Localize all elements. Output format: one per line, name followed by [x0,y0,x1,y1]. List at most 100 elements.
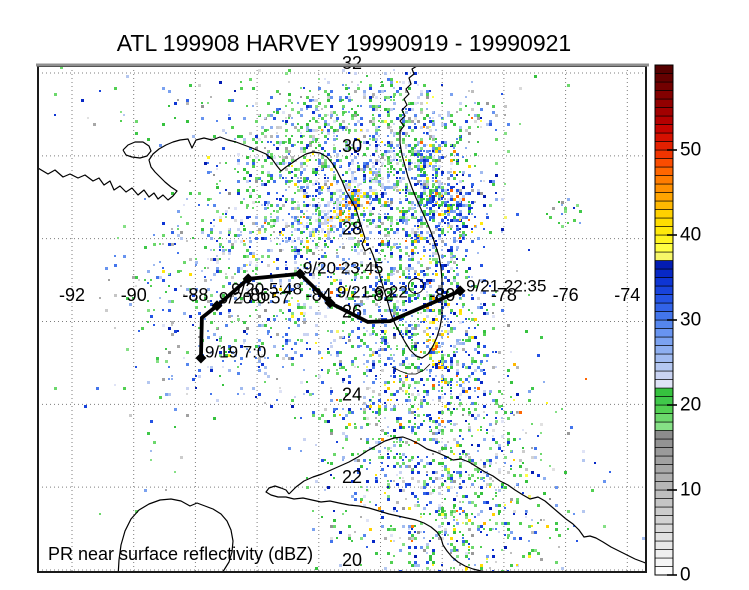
radar-cell [357,87,360,90]
radar-cell [300,354,303,357]
radar-cell [429,375,431,377]
radar-cell [321,186,324,189]
radar-cell [453,198,456,201]
radar-cell [396,159,398,161]
radar-cell [477,366,480,369]
radar-cell [222,246,224,248]
radar-cell [288,285,291,288]
radar-cell [276,243,278,245]
radar-cell [435,192,438,195]
radar-cell [456,342,459,345]
radar-cell [483,195,486,198]
lon-tick-label: -74 [614,285,640,305]
radar-cell [429,138,431,140]
radar-cell [396,345,398,347]
radar-cell [396,420,399,423]
radar-cell [480,126,482,128]
radar-cell [342,111,345,114]
radar-cell [315,120,317,122]
radar-cell [384,228,387,231]
radar-cell [180,270,182,272]
radar-cell [237,192,240,195]
radar-cell [378,129,380,131]
radar-cell [525,513,527,515]
radar-cell [390,270,393,273]
radar-cell [555,486,558,489]
radar-cell [444,405,447,408]
radar-cell [339,195,342,198]
radar-cell [270,153,273,156]
radar-cell [351,318,354,321]
radar-cell [441,537,444,540]
footer: PR near surface reflectivity (dBZ) [48,544,313,564]
radar-cell [351,180,354,183]
radar-cell [156,276,159,279]
radar-cell [537,522,539,524]
radar-cell [96,387,99,390]
radar-cell [423,396,425,398]
radar-cell [384,390,387,393]
radar-cell [480,306,483,309]
radar-cell [390,198,393,201]
radar-cell [438,213,441,216]
radar-cell [360,195,363,198]
radar-cell [411,372,413,374]
radar-cell [300,171,303,174]
radar-cell [264,231,266,233]
radar-cell [546,402,548,404]
radar-cell [423,162,426,165]
radar-cell [354,150,357,153]
radar-cell [504,132,507,135]
radar-cell [417,480,420,483]
radar-cell [462,234,465,237]
radar-cell [312,117,315,120]
radar-cell [456,492,458,494]
radar-cell [429,120,432,123]
radar-cell [291,180,293,182]
radar-cell [177,225,179,227]
radar-cell [315,219,318,222]
radar-cell [363,417,366,420]
radar-cell [153,309,155,311]
radar-cell [339,267,342,270]
radar-cell [525,432,527,434]
radar-cell [456,540,458,542]
radar-cell [312,510,314,512]
radar-cell [453,186,455,188]
radar-cell [258,366,260,368]
radar-cell [459,339,461,341]
radar-cell [351,279,353,281]
radar-cell [414,327,417,330]
radar-cell [399,93,402,96]
radar-cell [483,417,485,419]
radar-cell [462,174,464,176]
radar-cell [342,204,345,207]
radar-cell [390,291,393,294]
radar-cell [393,372,395,374]
radar-cell [291,357,294,360]
radar-cell [249,246,251,248]
radar-cell [429,150,431,152]
radar-cell [369,180,371,182]
radar-cell [252,165,255,168]
radar-cell [297,222,300,225]
radar-cell [411,534,414,537]
radar-cell [291,276,294,279]
radar-cell [405,366,408,369]
radar-cell [372,96,374,98]
radar-cell [540,453,542,455]
radar-cell [378,399,381,402]
radar-cell [363,96,366,99]
radar-cell [420,402,423,405]
radar-cell [357,165,360,168]
radar-cell [477,252,479,254]
radar-cell [237,162,240,165]
radar-cell [384,72,387,75]
radar-cell [384,255,386,257]
radar-cell [408,144,411,147]
radar-cell [402,480,405,483]
radar-cell [522,447,524,449]
radar-cell [417,228,419,230]
radar-cell [411,252,414,255]
radar-cell [312,183,315,186]
